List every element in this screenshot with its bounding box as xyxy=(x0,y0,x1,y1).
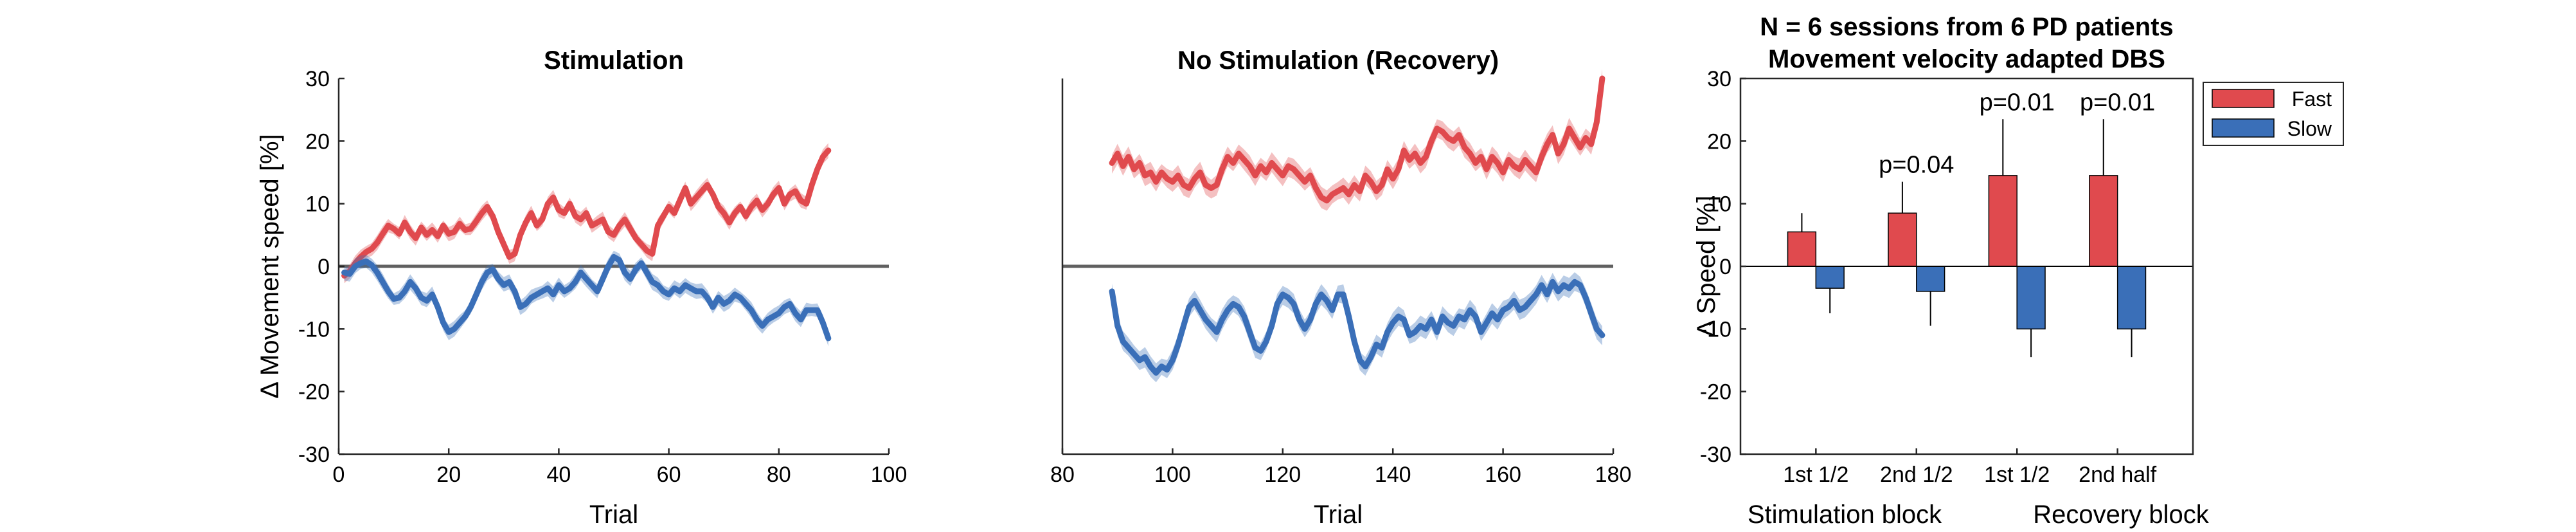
legend-fast-label: Fast xyxy=(2292,87,2332,111)
x-tick-label: 20 xyxy=(436,463,461,487)
x-tick-label: 60 xyxy=(657,463,681,487)
p-value-annotation: p=0.04 xyxy=(1879,152,1954,179)
category-label: 2nd 1/2 xyxy=(1880,463,1953,487)
y-tick-label: -10 xyxy=(298,317,330,342)
y-tick-label: 20 xyxy=(1707,129,1731,154)
x-tick-label: 180 xyxy=(1595,463,1632,487)
x-tick-label: 160 xyxy=(1485,463,1521,487)
recovery-block-label: Recovery block xyxy=(2033,500,2209,529)
series-0-band xyxy=(1112,69,1602,211)
y-tick-label: -20 xyxy=(298,380,330,405)
x-tick-label: 0 xyxy=(333,463,345,487)
y-tick-label: 30 xyxy=(1707,67,1731,91)
summary-subtitle: Movement velocity adapted DBS xyxy=(1768,45,2165,73)
fast-bar xyxy=(1988,175,2017,267)
slow-bar xyxy=(1916,266,1945,292)
y-tick-label: 30 xyxy=(305,67,330,91)
series-0-line xyxy=(341,147,832,279)
p-value-annotation: p=0.01 xyxy=(1980,89,2055,116)
y-tick-label: 0 xyxy=(318,255,330,279)
fast-bar xyxy=(1888,212,1917,267)
p-value-annotation: p=0.01 xyxy=(2080,89,2155,116)
slow-bar xyxy=(2116,266,2147,330)
stimulation-panel: Stimulation -30 -20 -10 0 10 20 30 0 20 40 60 80 10… xyxy=(256,46,907,529)
fast-bar xyxy=(2089,175,2118,267)
y-tick-label: -30 xyxy=(1700,443,1731,467)
summary-bar-panel: N = 6 sessions from 6 PD patients Moveme… xyxy=(1692,13,2344,529)
slow-bar xyxy=(2016,266,2046,330)
x-tick-label: 40 xyxy=(546,463,571,487)
stimulation-block-label: Stimulation block xyxy=(1748,500,1942,529)
stimulation-x-label: Trial xyxy=(589,500,638,529)
x-tick-label: 100 xyxy=(871,463,908,487)
y-tick-label: 20 xyxy=(305,129,330,154)
stimulation-y-label: Δ Movement speed [%] xyxy=(256,134,284,398)
x-tick-label: 100 xyxy=(1154,463,1191,487)
series-0-line xyxy=(1109,75,1606,204)
legend: Fast Slow xyxy=(2203,82,2344,146)
legend-slow-label: Slow xyxy=(2287,117,2332,140)
y-tick-label: 10 xyxy=(305,192,330,217)
category-label: 1st 1/2 xyxy=(1984,463,2050,487)
recovery-panel: No Stimulation (Recovery) 80 100 120 140 160… xyxy=(1050,46,1631,529)
summary-title: N = 6 sessions from 6 PD patients xyxy=(1760,13,2174,41)
x-tick-label: 80 xyxy=(767,463,791,487)
legend-slow-swatch xyxy=(2212,118,2275,138)
summary-y-label: Δ Speed [%] xyxy=(1692,196,1721,337)
y-tick-label: -10 xyxy=(1700,317,1731,342)
series-1-line xyxy=(1109,279,1606,376)
slow-bar xyxy=(1815,266,1845,289)
recovery-title: No Stimulation (Recovery) xyxy=(1177,46,1499,75)
series-1-band xyxy=(1112,272,1602,383)
fast-bar xyxy=(1787,231,1817,267)
category-label: 2nd half xyxy=(2079,463,2157,487)
x-tick-label: 80 xyxy=(1050,463,1075,487)
y-tick-label: -20 xyxy=(1700,380,1731,405)
series-1-line xyxy=(341,253,832,342)
y-tick-label: 0 xyxy=(1719,255,1731,279)
y-tick-label: 10 xyxy=(1707,192,1731,217)
category-label: 1st 1/2 xyxy=(1783,463,1848,487)
x-tick-label: 140 xyxy=(1375,463,1411,487)
legend-fast-swatch xyxy=(2212,89,2275,108)
x-tick-label: 120 xyxy=(1264,463,1301,487)
stimulation-title: Stimulation xyxy=(544,46,684,75)
y-tick-label: -30 xyxy=(298,443,330,467)
recovery-x-label: Trial xyxy=(1314,500,1363,529)
